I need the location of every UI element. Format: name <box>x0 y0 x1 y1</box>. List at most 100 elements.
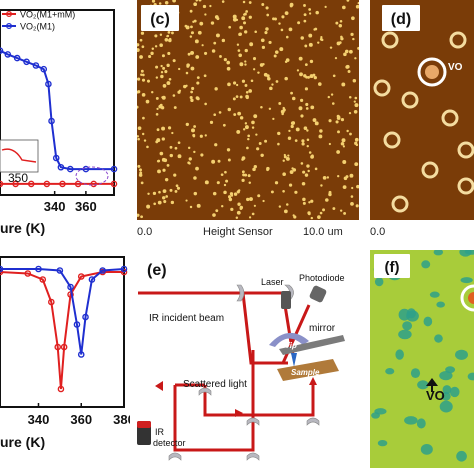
afm-particle <box>282 172 286 177</box>
ir-spot <box>460 277 473 284</box>
data-point <box>27 180 35 188</box>
afm-particle <box>348 112 352 115</box>
afm-particle <box>248 1 252 4</box>
afm-particle <box>190 31 194 35</box>
afm-particle <box>226 148 231 152</box>
panel-f: VO (f) <box>368 250 474 474</box>
afm-particle <box>278 102 282 105</box>
afm-particle <box>295 127 300 132</box>
legend-label: VO₂(M1) <box>20 22 55 32</box>
data-point <box>82 165 90 173</box>
afm-particle <box>151 0 156 3</box>
ir-spot <box>439 400 453 413</box>
ir-spot <box>439 371 453 381</box>
afm-particle <box>320 35 323 39</box>
afm-particle <box>164 1 169 5</box>
afm-particle <box>146 145 149 149</box>
afm-particle <box>155 65 159 69</box>
afm-particle <box>189 35 193 38</box>
afm-particle <box>244 48 248 53</box>
afm-particle <box>224 170 227 174</box>
afm-particle <box>160 70 164 74</box>
afm-particle <box>139 38 143 42</box>
afm-particle <box>301 139 305 143</box>
afm-particle <box>288 129 291 133</box>
afm-particle <box>242 173 245 177</box>
afm-particle <box>214 87 218 91</box>
afm-particle <box>292 168 297 172</box>
afm-particle <box>241 79 246 83</box>
afm-particle <box>309 59 314 64</box>
panel-e-schematic: (e) Laser Photodiode mirror Tip <box>137 262 345 461</box>
afm-particle <box>354 137 359 142</box>
afm-particle <box>246 197 250 202</box>
afm-particle <box>253 68 256 71</box>
inset-curve <box>1 148 37 163</box>
afm-particle <box>244 122 248 125</box>
afm-particle <box>211 159 216 164</box>
afm-particle <box>241 156 246 160</box>
afm-particle <box>233 113 237 116</box>
afm-particle <box>157 169 161 174</box>
afm-particle <box>326 176 330 179</box>
afm-particle <box>249 42 254 47</box>
afm-particle <box>232 17 237 22</box>
afm-particle <box>324 5 327 8</box>
afm-particle <box>212 213 216 217</box>
afm-particle <box>169 153 174 158</box>
label-incident-beam: IR incident beam <box>149 313 224 324</box>
afm-particle <box>187 161 191 165</box>
afm-particle <box>354 141 358 145</box>
afm-particle <box>308 42 313 47</box>
afm-particle <box>161 137 165 141</box>
ir-spot <box>434 334 443 343</box>
afm-particle <box>260 153 264 158</box>
afm-particle <box>271 83 274 86</box>
afm-particle <box>339 209 343 212</box>
afm-particle <box>336 150 341 154</box>
ir-spot <box>395 349 404 360</box>
afm-particle <box>354 103 359 108</box>
dome-mirror <box>269 332 309 347</box>
afm-particle <box>137 105 139 109</box>
afm-particle <box>199 134 203 138</box>
highlight-ellipse <box>75 166 109 186</box>
afm-particle <box>339 19 343 23</box>
data-point <box>74 180 82 188</box>
afm-particle <box>341 5 346 10</box>
afm-particle <box>194 39 199 44</box>
series-line-1 <box>0 268 125 355</box>
label-detector-1: IR <box>155 427 165 437</box>
afm-particle <box>275 80 279 83</box>
legend-label: VO₂(M1+mM) <box>20 10 75 20</box>
afm-particle <box>355 4 359 9</box>
afm-particle <box>249 197 253 202</box>
afm-particle <box>337 130 340 134</box>
afm-particle <box>193 176 197 180</box>
afm-particle <box>353 100 356 103</box>
afm-particle <box>309 74 314 79</box>
afm-particle <box>306 144 309 148</box>
afm-particle <box>237 111 242 116</box>
afm-particle <box>143 139 147 142</box>
afm-particle <box>185 25 190 30</box>
data-point <box>60 343 68 351</box>
afm-particle <box>310 216 314 220</box>
inset-tick: 350 <box>8 171 28 185</box>
afm-particle <box>241 170 245 174</box>
afm-particle <box>304 63 308 67</box>
afm-particle <box>274 17 277 21</box>
afm-particle <box>178 89 182 92</box>
afm-ring <box>391 195 409 213</box>
afm-particle <box>335 120 339 124</box>
afm-particle <box>293 215 297 219</box>
afm-particle <box>338 24 343 28</box>
afm-particle <box>300 98 304 102</box>
afm-particle <box>227 107 232 112</box>
data-point <box>39 276 47 283</box>
afm-particle <box>337 175 340 178</box>
afm-particle <box>340 141 345 146</box>
panel-label-d-box: (d) <box>382 5 420 31</box>
data-point <box>56 267 64 274</box>
afm-particle <box>189 205 193 209</box>
